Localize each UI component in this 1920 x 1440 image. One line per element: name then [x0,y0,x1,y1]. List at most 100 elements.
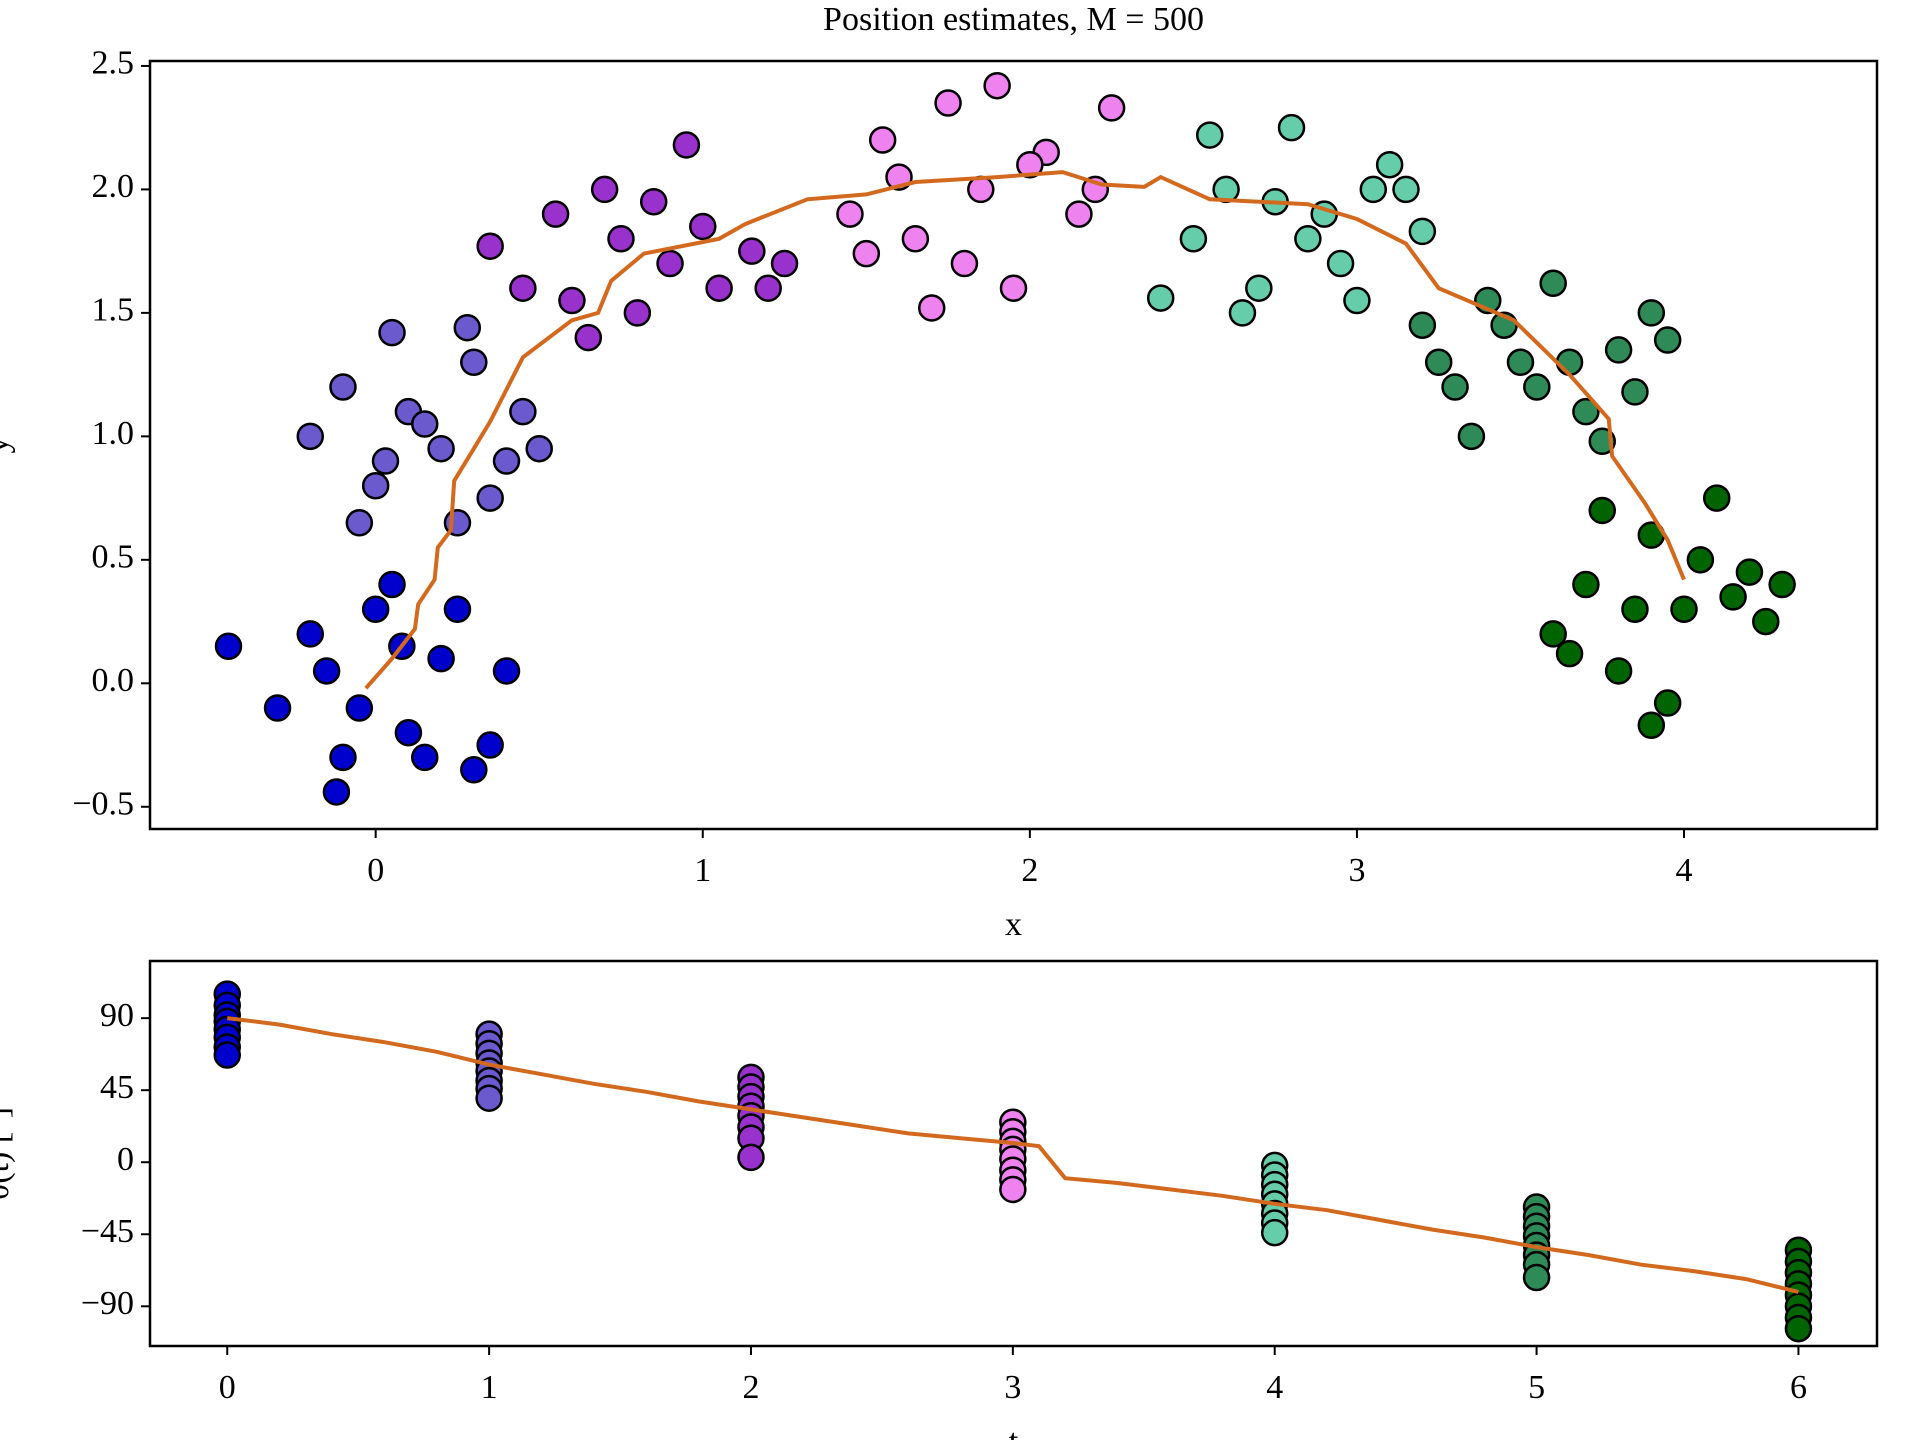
x-tick-label: 1 [481,1369,498,1406]
point [214,632,243,661]
point [1572,397,1600,426]
point [1457,422,1486,451]
point [1653,689,1682,717]
point [1686,546,1715,574]
point [852,239,881,268]
y-tick-label: −0.5 [72,786,134,823]
point [1016,150,1044,179]
x-tick-label: 6 [1790,1369,1807,1406]
point [1768,570,1796,599]
point [1343,286,1371,315]
x-tick-label: 4 [1676,852,1693,889]
point [1424,348,1453,377]
y-tick-label: 45 [100,1069,134,1106]
point [934,89,962,117]
point [460,348,488,377]
point [1555,348,1584,377]
point [492,447,521,475]
point [672,131,701,159]
point [770,249,799,278]
y-tick-label: 0.0 [92,662,135,699]
point [1523,373,1551,401]
point [345,694,374,722]
point [1604,336,1633,364]
x-tick-label: 2 [1021,852,1038,889]
point [1653,326,1682,354]
y-tick-label: −90 [81,1285,134,1322]
point [1375,150,1404,179]
y-tick-label: 1.0 [92,415,135,452]
trajectory-line [364,170,1686,690]
point [1539,620,1567,648]
point [950,249,979,278]
point [394,718,423,747]
point [967,175,995,204]
point [263,694,292,722]
point [541,200,570,228]
point [312,657,341,685]
point [296,422,325,451]
point [705,274,733,302]
point [509,397,537,426]
point [836,200,864,228]
point [1555,639,1584,668]
point [411,743,439,772]
point [1719,583,1747,611]
point [322,778,351,806]
y-tick-label: 0.5 [92,539,135,576]
point [361,471,390,500]
point [656,249,684,278]
point [639,188,668,216]
point [1196,121,1224,149]
point [574,323,603,352]
point [329,743,357,772]
y-tick-label: 0 [117,1141,134,1178]
point [525,434,553,463]
point [1408,217,1437,246]
x-axis-label: t [1009,1423,1019,1440]
point [1326,249,1355,278]
point [443,595,472,623]
point [492,657,521,685]
point [737,1143,765,1172]
plot-frame [148,59,1879,831]
point [1702,484,1731,512]
point [1637,299,1666,327]
point [1392,175,1420,204]
point [453,313,482,342]
x-tick-label: 0 [219,1369,236,1406]
point [1294,225,1322,253]
point [427,644,455,673]
point [999,274,1028,302]
point [1735,558,1764,586]
point [476,484,504,512]
point [476,731,504,759]
point [901,225,930,253]
point [1506,348,1535,377]
point [1408,311,1437,339]
point [475,1084,503,1112]
point [1784,1314,1813,1343]
point [1179,225,1208,253]
point [1359,175,1388,204]
point [1670,595,1698,623]
y-tick-label: −45 [81,1213,134,1250]
point [476,232,504,260]
trajectory-line [227,1016,1799,1294]
point [623,299,652,327]
point [1604,657,1633,685]
point [917,294,946,322]
point [427,434,455,463]
chart-title: Position estimates, M = 500 [823,1,1204,38]
x-tick-label: 3 [1004,1369,1021,1406]
point [1588,496,1616,525]
y-tick-label: 90 [100,997,134,1034]
point [1146,284,1175,312]
y-axis-label: y [0,437,16,454]
point [213,1041,242,1069]
point [378,318,406,347]
x-axis-label: x [1005,906,1022,943]
x-tick-label: 5 [1528,1369,1545,1406]
point [868,126,897,154]
